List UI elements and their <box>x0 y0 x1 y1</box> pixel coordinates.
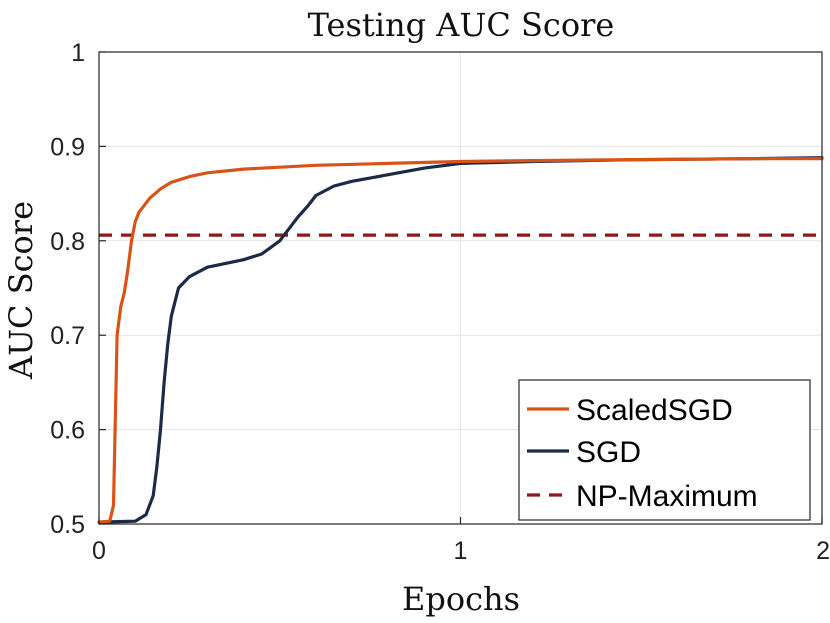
ticks: 0.5 0.6 0.7 0.8 0.9 1 0 1 2 <box>50 39 830 565</box>
legend-label-scaledsgd: ScaledSGD <box>576 394 733 427</box>
series-line-sgd <box>97 156 824 524</box>
y-axis-title: AUC Score <box>2 201 40 380</box>
y-tick-label: 0.5 <box>50 511 85 539</box>
x-tick-label: 1 <box>454 537 468 565</box>
legend: ScaledSGD SGD NP-Maximum <box>518 379 811 521</box>
legend-label-sgd: SGD <box>576 436 641 469</box>
y-tick-label: 0.6 <box>50 417 85 445</box>
legend-label-np-maximum: NP-Maximum <box>576 480 758 513</box>
series-lines <box>97 156 824 524</box>
y-tick-label: 0.7 <box>50 322 85 350</box>
y-tick-label: 0.9 <box>50 133 85 161</box>
y-tick-label: 1 <box>71 39 85 67</box>
x-tick-label: 0 <box>92 537 106 565</box>
y-tick-label: 0.8 <box>50 228 85 256</box>
x-axis-title: Epochs <box>402 580 520 618</box>
series-line-scaledsgd <box>97 157 824 524</box>
chart-title: Testing AUC Score <box>308 6 615 44</box>
x-tick-label: 2 <box>816 537 830 565</box>
